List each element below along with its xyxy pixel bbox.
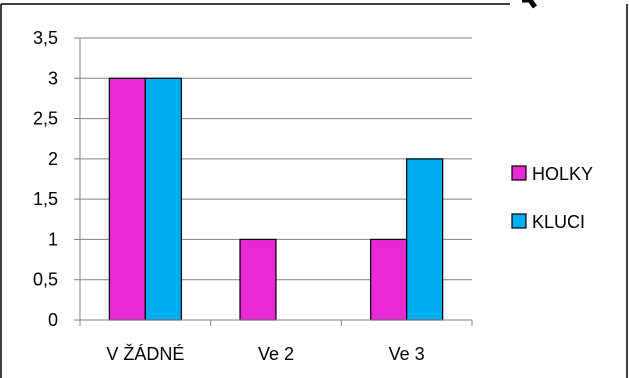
- x-tick-label: Ve 3: [389, 344, 425, 364]
- y-tick-label: 2: [48, 149, 58, 169]
- y-tick-label: 3,5: [33, 28, 58, 48]
- y-tick-label: 1,5: [33, 189, 58, 209]
- bar-holky-1: [239, 238, 277, 321]
- legend: HOLKY KLUCI: [511, 164, 593, 232]
- y-tick-label: 1: [48, 229, 58, 249]
- bars: [108, 77, 444, 321]
- x-axis: V ŽÁDNÉ Ve 2 Ve 3: [79, 319, 473, 364]
- y-tick-label: 0,5: [33, 270, 58, 290]
- x-tick-label: Ve 2: [258, 344, 294, 364]
- bar-holky-2: [370, 238, 408, 321]
- legend-label-kluci: KLUCI: [532, 212, 585, 232]
- legend-swatch-holky: [511, 165, 527, 181]
- y-tick-label: 0: [48, 310, 58, 330]
- cropped-heading-glyph: [522, 0, 538, 9]
- y-tick-label: 2,5: [33, 109, 58, 129]
- x-tick-label: V ŽÁDNÉ: [106, 344, 184, 364]
- bar-kluci-0: [144, 77, 182, 321]
- bar-holky-0: [108, 77, 146, 321]
- legend-label-holky: HOLKY: [532, 164, 593, 184]
- y-axis: 0 0,5 1 1,5 2 2,5 3 3,5: [33, 28, 81, 330]
- y-tick-label: 3: [48, 68, 58, 88]
- bar-kluci-2: [406, 158, 444, 321]
- legend-swatch-kluci: [511, 213, 527, 229]
